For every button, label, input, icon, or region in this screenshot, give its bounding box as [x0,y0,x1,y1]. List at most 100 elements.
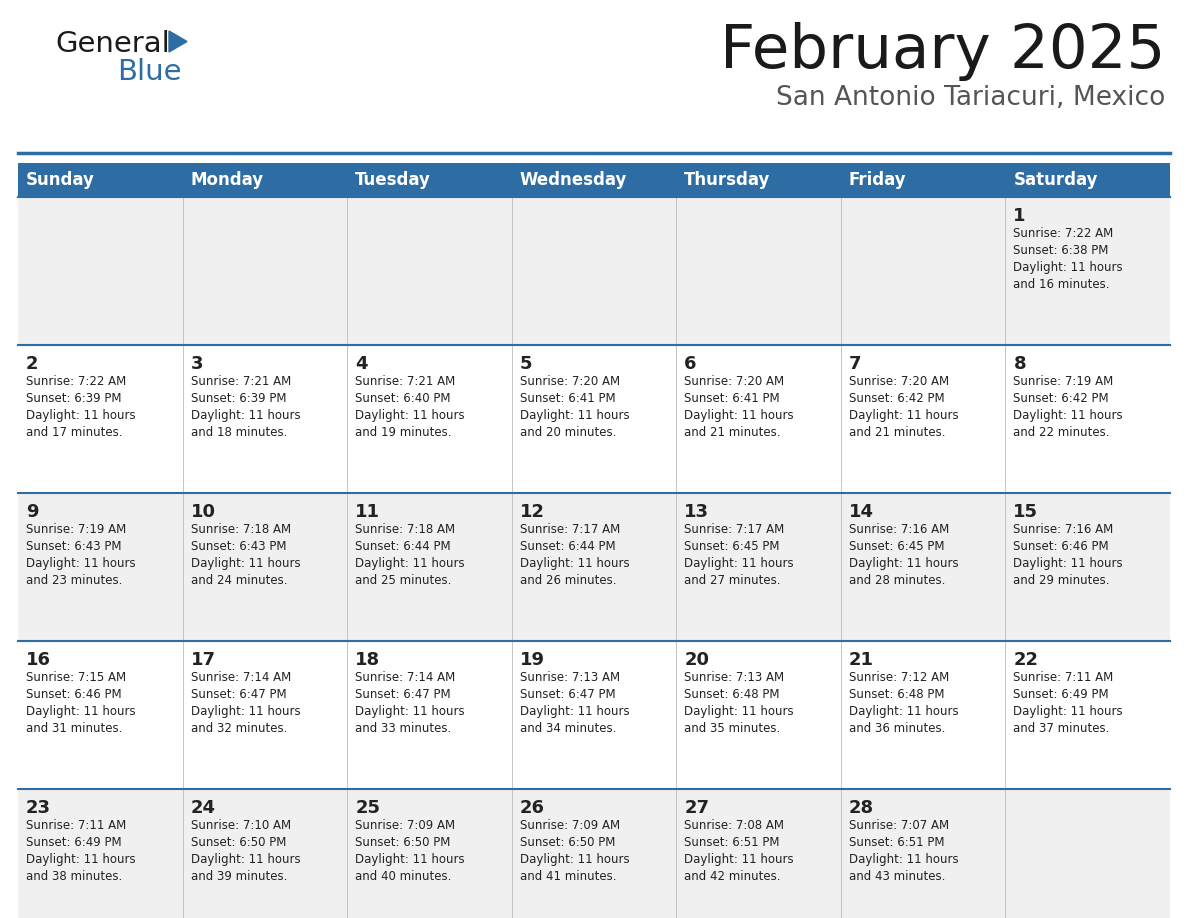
Text: 4: 4 [355,355,367,373]
Bar [183,163,347,197]
Bar [18,197,1170,345]
Text: Sunset: 6:46 PM: Sunset: 6:46 PM [26,688,121,701]
Text: and 32 minutes.: and 32 minutes. [190,722,287,735]
Text: Blue: Blue [116,58,182,86]
Text: 3: 3 [190,355,203,373]
Text: Sunrise: 7:22 AM: Sunrise: 7:22 AM [1013,227,1113,240]
Text: Sunrise: 7:16 AM: Sunrise: 7:16 AM [849,523,949,536]
Text: Sunset: 6:48 PM: Sunset: 6:48 PM [684,688,779,701]
Text: Sunrise: 7:13 AM: Sunrise: 7:13 AM [519,671,620,684]
Text: Sunrise: 7:18 AM: Sunrise: 7:18 AM [190,523,291,536]
Text: and 42 minutes.: and 42 minutes. [684,870,781,883]
Text: and 37 minutes.: and 37 minutes. [1013,722,1110,735]
Text: Sunset: 6:41 PM: Sunset: 6:41 PM [684,392,779,405]
Text: 24: 24 [190,799,215,817]
Text: 15: 15 [1013,503,1038,521]
Text: Daylight: 11 hours: Daylight: 11 hours [26,705,135,718]
Text: Daylight: 11 hours: Daylight: 11 hours [519,853,630,866]
Bar [18,163,183,197]
Text: Sunday: Sunday [26,171,95,189]
Text: Sunset: 6:49 PM: Sunset: 6:49 PM [26,836,121,849]
Text: Sunset: 6:49 PM: Sunset: 6:49 PM [1013,688,1110,701]
Bar [676,163,841,197]
Text: 6: 6 [684,355,697,373]
Text: Daylight: 11 hours: Daylight: 11 hours [519,705,630,718]
Text: Sunset: 6:47 PM: Sunset: 6:47 PM [519,688,615,701]
Text: and 18 minutes.: and 18 minutes. [190,426,287,439]
Text: Sunrise: 7:21 AM: Sunrise: 7:21 AM [190,375,291,388]
Text: 25: 25 [355,799,380,817]
Text: 2: 2 [26,355,38,373]
Text: Sunrise: 7:14 AM: Sunrise: 7:14 AM [190,671,291,684]
Text: Daylight: 11 hours: Daylight: 11 hours [849,557,959,570]
Text: Daylight: 11 hours: Daylight: 11 hours [190,409,301,422]
Text: and 38 minutes.: and 38 minutes. [26,870,122,883]
Text: 13: 13 [684,503,709,521]
Text: Sunset: 6:46 PM: Sunset: 6:46 PM [1013,540,1110,553]
Text: and 27 minutes.: and 27 minutes. [684,574,781,587]
Text: 21: 21 [849,651,874,669]
Text: Sunset: 6:44 PM: Sunset: 6:44 PM [355,540,450,553]
Text: Sunrise: 7:08 AM: Sunrise: 7:08 AM [684,819,784,832]
Text: Daylight: 11 hours: Daylight: 11 hours [1013,409,1123,422]
Text: Sunrise: 7:16 AM: Sunrise: 7:16 AM [1013,523,1113,536]
Text: San Antonio Tariacuri, Mexico: San Antonio Tariacuri, Mexico [776,85,1165,111]
Text: and 17 minutes.: and 17 minutes. [26,426,122,439]
Text: and 43 minutes.: and 43 minutes. [849,870,946,883]
Bar [841,163,1005,197]
Text: Daylight: 11 hours: Daylight: 11 hours [849,853,959,866]
Text: and 41 minutes.: and 41 minutes. [519,870,617,883]
Text: 14: 14 [849,503,874,521]
Text: 23: 23 [26,799,51,817]
Text: Sunset: 6:47 PM: Sunset: 6:47 PM [190,688,286,701]
Text: Sunrise: 7:13 AM: Sunrise: 7:13 AM [684,671,784,684]
Text: Sunrise: 7:19 AM: Sunrise: 7:19 AM [1013,375,1113,388]
Text: 18: 18 [355,651,380,669]
Text: and 40 minutes.: and 40 minutes. [355,870,451,883]
Text: Sunrise: 7:09 AM: Sunrise: 7:09 AM [519,819,620,832]
Text: 27: 27 [684,799,709,817]
Text: 28: 28 [849,799,874,817]
Text: Wednesday: Wednesday [519,171,627,189]
Text: Sunrise: 7:12 AM: Sunrise: 7:12 AM [849,671,949,684]
Text: Daylight: 11 hours: Daylight: 11 hours [190,853,301,866]
Text: Daylight: 11 hours: Daylight: 11 hours [684,705,794,718]
Text: and 22 minutes.: and 22 minutes. [1013,426,1110,439]
Text: Monday: Monday [190,171,264,189]
Bar [347,163,512,197]
Text: Sunrise: 7:20 AM: Sunrise: 7:20 AM [684,375,784,388]
Text: 7: 7 [849,355,861,373]
Text: Sunset: 6:50 PM: Sunset: 6:50 PM [519,836,615,849]
Text: Sunrise: 7:10 AM: Sunrise: 7:10 AM [190,819,291,832]
Text: Daylight: 11 hours: Daylight: 11 hours [190,557,301,570]
Text: Daylight: 11 hours: Daylight: 11 hours [1013,557,1123,570]
Text: Sunset: 6:43 PM: Sunset: 6:43 PM [190,540,286,553]
Text: 8: 8 [1013,355,1026,373]
Text: 17: 17 [190,651,215,669]
Text: Sunset: 6:39 PM: Sunset: 6:39 PM [26,392,121,405]
Text: and 25 minutes.: and 25 minutes. [355,574,451,587]
Text: and 36 minutes.: and 36 minutes. [849,722,946,735]
Text: 19: 19 [519,651,545,669]
Text: Daylight: 11 hours: Daylight: 11 hours [26,853,135,866]
Text: Daylight: 11 hours: Daylight: 11 hours [684,557,794,570]
Text: Friday: Friday [849,171,906,189]
Text: Sunrise: 7:11 AM: Sunrise: 7:11 AM [26,819,126,832]
Text: Sunrise: 7:09 AM: Sunrise: 7:09 AM [355,819,455,832]
Polygon shape [169,31,187,52]
Text: Sunset: 6:43 PM: Sunset: 6:43 PM [26,540,121,553]
Text: and 33 minutes.: and 33 minutes. [355,722,451,735]
Text: Sunrise: 7:20 AM: Sunrise: 7:20 AM [849,375,949,388]
Text: and 29 minutes.: and 29 minutes. [1013,574,1110,587]
Text: 16: 16 [26,651,51,669]
Text: General: General [55,30,170,58]
Text: Sunrise: 7:19 AM: Sunrise: 7:19 AM [26,523,126,536]
Text: and 19 minutes.: and 19 minutes. [355,426,451,439]
Text: Sunrise: 7:22 AM: Sunrise: 7:22 AM [26,375,126,388]
Text: Thursday: Thursday [684,171,771,189]
Text: Sunset: 6:42 PM: Sunset: 6:42 PM [849,392,944,405]
Text: Sunrise: 7:20 AM: Sunrise: 7:20 AM [519,375,620,388]
Text: Sunrise: 7:17 AM: Sunrise: 7:17 AM [684,523,784,536]
Text: 5: 5 [519,355,532,373]
Text: Daylight: 11 hours: Daylight: 11 hours [26,409,135,422]
